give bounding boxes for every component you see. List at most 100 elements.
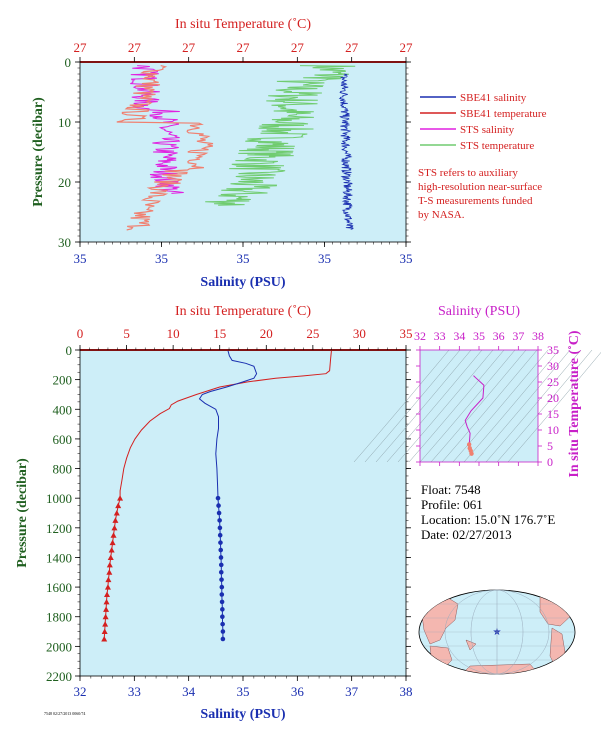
profile-bottom-tick-label: 32 [74,684,87,699]
sbe41-temperature-marker [107,554,114,560]
near-surface-legend: SBE41 salinity SBE41 temperature STS sal… [418,92,547,221]
profile-top-tick-label: 0 [77,326,84,341]
footer-stamp: 7548 02/27/2013 0060/74 [44,711,85,716]
float-number: Float: 7548 [421,482,481,497]
ts-density-contour [441,349,538,463]
legend-note-line-2: high-resolution near-surface [418,181,542,193]
near-surface-y-tick-label: 30 [58,235,71,250]
sbe41-temperature-marker [110,532,117,538]
profile-top-tick-label: 35 [400,326,413,341]
near-surface-bottom-tick-label: 35 [318,251,331,266]
profile-top-axis-label: In situ Temperature (˚C) [175,304,311,319]
profile-traces [101,349,332,642]
near-surface-y-tick-label: 20 [58,175,71,190]
sbe41-temperature-marker [104,584,111,590]
sbe41-salinity-marker [217,518,222,523]
sbe41-salinity-marker [220,614,225,620]
profile-y-axis-label: Pressure (decibar) [15,458,30,568]
legend-note-line-1: STS refers to auxiliary [418,167,518,179]
map-graticule [419,589,575,675]
sbe41-salinity-marker [217,525,223,531]
profile-panel: 0 5 10 15 20 25 30 35 32 33 34 35 36 37 38 0 200 400 600 80… [15,304,413,722]
sbe41-temperature-marker [106,569,113,575]
legend-note-line-4: by NASA. [418,209,465,221]
profile-y-tick-label: 2200 [46,669,72,684]
ts-diagram-panel: 32 33 34 35 36 37 38 0 5 10 15 20 25 30 35 Salinity (P… [353,304,601,478]
ts-y-tick-label: 20 [547,391,559,405]
sbe41-salinity-marker [219,577,224,582]
profile-y-tick-label: 1200 [46,521,72,536]
legend-label-sts-temperature: STS temperature [460,140,534,152]
sbe41-temperature-marker [101,635,108,642]
near-surface-bottom-axis-label: Salinity (PSU) [200,275,286,290]
ts-y-axis-label: In situ Temperature (˚C) [567,330,582,477]
profile-axes: 0 5 10 15 20 25 30 35 32 33 34 35 36 37 38 0 200 400 600 80… [46,326,413,699]
near-surface-top-tick-label: 27 [291,40,305,55]
ts-density-contour [452,349,549,463]
profile-y-tick-label: 1600 [46,580,72,595]
ts-y-tick-label: 30 [547,359,559,373]
ts-density-contour [408,349,505,463]
ts-x-tick-label: 34 [453,329,465,343]
profile-bottom-axis-label: Salinity (PSU) [200,707,286,722]
ts-density-contour [397,349,494,463]
ts-y-tick-label: 15 [547,407,559,421]
ts-y-tick-label: 0 [547,455,553,469]
near-surface-bottom-tick-label: 35 [74,251,87,266]
profile-top-tick-label: 20 [260,326,273,341]
near-surface-y-tick-label: 0 [65,55,72,70]
sbe41-salinity-trace [338,73,354,230]
sbe41-salinity-marker [219,584,225,590]
profile-plot-area [80,350,406,676]
near-surface-top-tick-label: 27 [400,40,414,55]
ts-density-contour [419,349,516,463]
near-surface-top-tick-label: 27 [74,40,88,55]
sbe41-salinity-marker [218,562,224,568]
profile-bottom-tick-label: 37 [345,684,359,699]
sbe41-temperature-marker [103,598,110,605]
sbe41-temperature-marker [117,495,124,501]
sbe41-salinity-marker [220,636,226,642]
ts-y-tick-label: 5 [547,439,553,453]
sbe41-salinity-marker [219,599,225,605]
ts-traces [464,375,485,456]
sbe41-temperature-marker [105,576,112,583]
sbe41-temperature-trace [116,65,214,231]
profile-y-tick-label: 200 [53,373,73,388]
ts-density-contour [507,352,601,463]
near-surface-panel: 27 27 27 27 27 27 27 35 35 35 35 35 0 10 20 30 In situ … [31,17,547,290]
ts-x-tick-label: 37 [512,329,524,343]
near-surface-bottom-tick-label: 35 [237,251,250,266]
near-surface-plot-area [80,62,406,242]
sbe41-salinity-marker [216,503,221,508]
sbe41-salinity-line [198,349,258,639]
legend-note-line-3: T-S measurements funded [418,195,533,207]
legend-label-sbe41-salinity: SBE41 salinity [460,92,527,104]
legend-label-sbe41-temperature: SBE41 temperature [460,108,547,120]
ts-density-contour [353,349,450,463]
ts-y-tick-label: 35 [547,343,559,357]
ts-deep-point [466,442,472,447]
profile-bottom-tick-label: 33 [128,684,141,699]
profile-y-tick-label: 0 [66,343,73,358]
profile-bottom-tick-label: 36 [291,684,305,699]
near-surface-traces [116,65,356,231]
ts-density-contour [474,349,571,463]
map-meridian [444,589,550,675]
sbe41-temperature-marker [106,561,113,568]
sbe41-temperature-marker [115,502,122,509]
profile-y-tick-label: 1000 [46,491,72,506]
profile-bottom-tick-label: 35 [237,684,250,699]
sbe41-salinity-marker [217,532,223,538]
location: Location: 15.0˚N 176.7˚E [421,512,555,527]
ts-density-contour [485,349,582,463]
sbe41-salinity-marker [220,607,225,612]
profile-y-tick-label: 800 [53,462,73,477]
profile-y-tick-label: 1400 [46,550,72,565]
profile-y-tick-label: 2000 [46,639,72,654]
ts-deep-point [469,451,474,456]
near-surface-axes: 27 27 27 27 27 27 27 35 35 35 35 35 0 10 20 30 [58,40,413,266]
sbe41-salinity-marker [218,555,224,560]
float-info: Float: 7548 Profile: 061 Location: 15.0˚… [421,482,555,542]
